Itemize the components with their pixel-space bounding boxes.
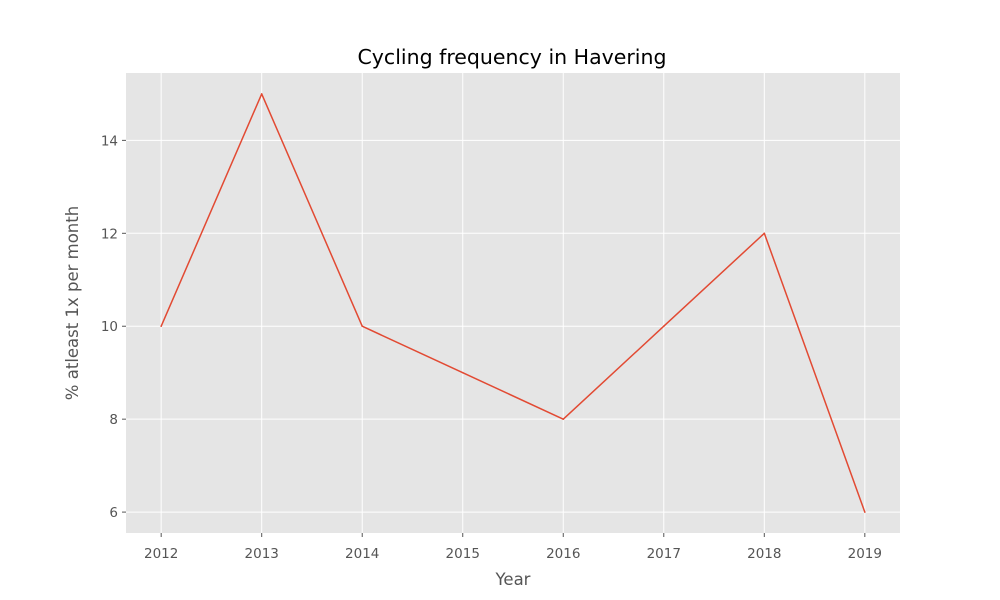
data-point [461, 371, 464, 374]
data-point [662, 325, 665, 328]
data-point [562, 418, 565, 420]
x-tick-label: 2014 [345, 546, 379, 562]
y-tick-label: 8 [109, 412, 118, 428]
y-tick-label: 6 [109, 505, 118, 521]
x-tick-label: 2015 [446, 546, 480, 562]
gridlines [126, 73, 900, 533]
x-tick-label: 2017 [647, 546, 681, 562]
series-line [160, 93, 866, 513]
x-tick-label: 2013 [245, 546, 279, 562]
y-axis-label: % atleast 1x per month [63, 206, 82, 400]
x-tick-label: 2019 [848, 546, 882, 562]
y-tick-label: 14 [101, 133, 118, 149]
plot-area [126, 73, 900, 533]
y-tick-label: 12 [101, 226, 118, 242]
data-point [361, 325, 364, 328]
x-tick-label: 2012 [144, 546, 178, 562]
axis-ticks: 2012 2013 2014 2015 2016 2017 2018 2019 6 8 10 12 14 [101, 133, 882, 562]
data-point [260, 93, 263, 95]
series-layer [160, 93, 866, 513]
x-axis-label: Year [495, 570, 531, 589]
x-tick-label: 2018 [747, 546, 781, 562]
y-tick-label: 10 [101, 319, 118, 335]
data-point [160, 325, 162, 328]
chart-title: Cycling frequency in Havering [357, 45, 666, 69]
data-point [763, 232, 766, 235]
x-tick-label: 2016 [546, 546, 580, 562]
data-point [864, 511, 866, 513]
